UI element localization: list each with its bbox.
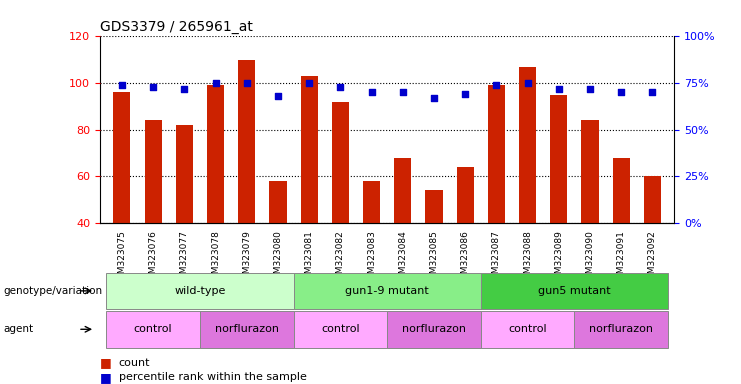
Bar [644, 176, 661, 223]
Point [179, 86, 190, 92]
Bar [519, 67, 536, 223]
Point [241, 80, 253, 86]
Point [584, 86, 596, 92]
Text: norflurazon: norflurazon [402, 324, 466, 334]
Point [459, 91, 471, 97]
Text: wild-type: wild-type [174, 286, 225, 296]
Bar [269, 181, 287, 223]
Bar [113, 92, 130, 223]
Text: norflurazon: norflurazon [215, 324, 279, 334]
Point [491, 82, 502, 88]
Point [522, 80, 534, 86]
Point [303, 80, 315, 86]
Text: count: count [119, 358, 150, 368]
Bar [551, 95, 568, 223]
Point [647, 89, 659, 95]
Point [397, 89, 409, 95]
Bar [488, 85, 505, 223]
Bar [176, 125, 193, 223]
Point [334, 84, 346, 90]
Bar [456, 167, 473, 223]
Point [365, 89, 377, 95]
Bar [238, 60, 256, 223]
Text: gun5 mutant: gun5 mutant [538, 286, 611, 296]
Bar [332, 102, 349, 223]
Point [210, 80, 222, 86]
Text: GDS3379 / 265961_at: GDS3379 / 265961_at [100, 20, 253, 34]
Point [272, 93, 284, 99]
Point [553, 86, 565, 92]
Bar [613, 157, 630, 223]
Text: ■: ■ [100, 356, 112, 369]
Text: percentile rank within the sample: percentile rank within the sample [119, 372, 307, 382]
Text: gun1-9 mutant: gun1-9 mutant [345, 286, 429, 296]
Text: control: control [321, 324, 359, 334]
Point [116, 82, 127, 88]
Point [615, 89, 627, 95]
Point [147, 84, 159, 90]
Text: genotype/variation: genotype/variation [4, 286, 103, 296]
Bar [363, 181, 380, 223]
Text: norflurazon: norflurazon [589, 324, 654, 334]
Text: ■: ■ [100, 371, 112, 384]
Bar [301, 76, 318, 223]
Point [428, 95, 440, 101]
Bar [582, 120, 599, 223]
Bar [425, 190, 442, 223]
Bar [394, 157, 411, 223]
Text: control: control [508, 324, 547, 334]
Text: control: control [134, 324, 173, 334]
Text: agent: agent [4, 324, 34, 334]
Bar [144, 120, 162, 223]
Bar [207, 85, 224, 223]
